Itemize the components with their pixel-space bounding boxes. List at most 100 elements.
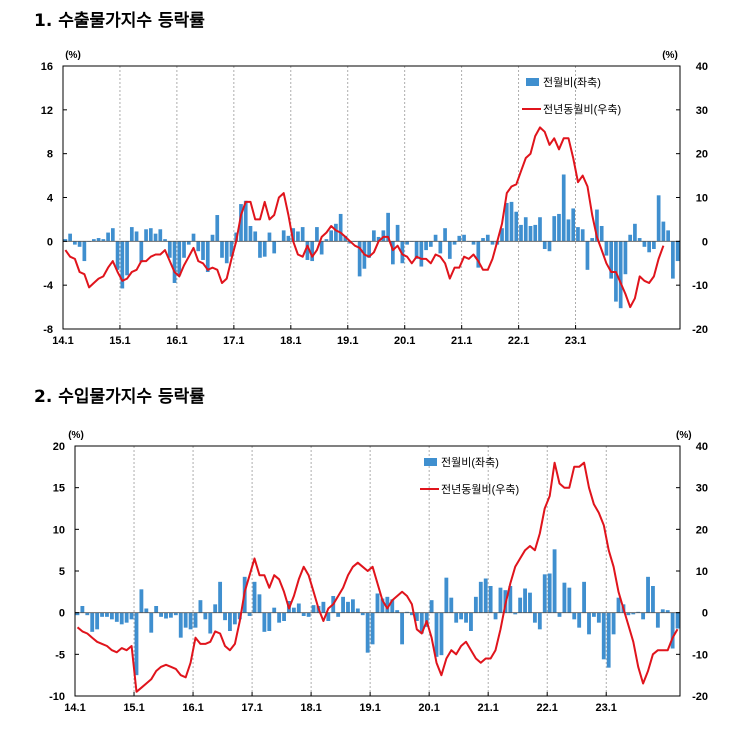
bar-mom (518, 597, 523, 613)
bar-mom (191, 233, 196, 242)
bar-mom (188, 612, 193, 630)
bar-mom (631, 612, 636, 615)
x-tick-label: 16.1 (166, 335, 187, 347)
bar-mom (386, 212, 390, 242)
bar-mom (119, 612, 124, 625)
bar-mom (616, 597, 621, 613)
bar-mom (178, 612, 183, 638)
bar-mom (252, 581, 257, 613)
x-tick-label: 15.1 (109, 335, 130, 347)
bar-mom (205, 241, 210, 273)
bar-mom (77, 241, 82, 247)
left-tick-label: -10 (49, 691, 65, 703)
bar-mom (73, 241, 77, 245)
bar-mom (139, 589, 144, 613)
bar-mom (109, 612, 114, 620)
bar-mom (196, 241, 201, 252)
left-tick-label: 5 (59, 566, 65, 578)
bar-mom (149, 612, 154, 633)
bar-mom (547, 241, 552, 252)
bar-mom (154, 606, 159, 613)
line-yoy (64, 126, 665, 309)
bar-mom (547, 573, 552, 613)
bar-mom (454, 612, 459, 623)
bar-mom (115, 241, 120, 270)
bar-mom (490, 241, 495, 245)
bar-mom (611, 612, 616, 635)
bar-mom (334, 223, 338, 242)
bar-mom (595, 209, 599, 242)
bar-mom (447, 241, 452, 259)
right-tick-label: 40 (696, 441, 708, 453)
x-tick-label: 21.1 (451, 335, 472, 347)
bar-mom (566, 219, 571, 242)
bar-mom (198, 600, 203, 613)
bar-mom (464, 612, 468, 623)
bar-mom (203, 612, 208, 620)
bar-mom (395, 224, 400, 242)
bar-mom (596, 612, 601, 623)
bar-mom (153, 233, 158, 242)
bar-mom (390, 599, 395, 613)
left-tick-label: 20 (53, 441, 65, 453)
bar-mom (599, 225, 604, 242)
x-tick-label: 14.1 (52, 335, 73, 347)
bar-mom (571, 208, 576, 242)
left-tick-label: -5 (55, 649, 65, 661)
bar-mom (429, 600, 434, 613)
bar-mom (424, 612, 429, 627)
bar-mom (338, 213, 343, 242)
bar-mom (380, 598, 385, 613)
bar-mom (523, 217, 528, 242)
x-tick-label: 18.1 (300, 702, 321, 714)
bar-mom (552, 549, 557, 613)
left-tick-label: 12 (41, 105, 53, 117)
bar-mom (159, 612, 163, 617)
bar-mom (291, 228, 296, 242)
right-tick-label: 0 (702, 608, 708, 620)
bar-mom (324, 239, 329, 242)
bar-mom (296, 231, 300, 242)
bar-mom (414, 241, 419, 259)
right-tick-label: 30 (696, 483, 708, 495)
bar-mom (428, 241, 433, 247)
bar-mom (247, 612, 252, 616)
bar-mom (481, 238, 485, 242)
bar-mom (282, 612, 286, 621)
bar-mom (365, 612, 370, 653)
bar-mom (172, 241, 177, 283)
bar-mom (262, 241, 267, 257)
bar-mom (82, 241, 87, 262)
bar-mom (105, 612, 109, 617)
legend-label-line: 전년동월비(우축) (441, 483, 519, 496)
bar-mom (601, 612, 606, 660)
bar-mom (311, 605, 316, 613)
bar-mom (144, 608, 149, 613)
x-tick-label: 16.1 (182, 702, 203, 714)
x-tick-label: 19.1 (359, 702, 380, 714)
bar-mom (360, 612, 365, 616)
bar-mom (306, 612, 311, 617)
bar-mom (414, 612, 419, 621)
bar-mom (655, 612, 660, 628)
bar-mom (286, 235, 291, 242)
x-tick-label: 21.1 (477, 702, 498, 714)
right-tick-label: 40 (696, 61, 708, 73)
bar-mom (319, 241, 324, 255)
bar-mom (321, 601, 326, 613)
bar-mom (167, 241, 172, 258)
right-unit-label: (%) (676, 430, 692, 441)
bar-mom (637, 238, 642, 242)
bar-mom (577, 612, 582, 628)
bar-mom (310, 241, 315, 262)
bar-mom (129, 227, 134, 242)
bar-mom (449, 597, 454, 613)
bar-mom (305, 241, 310, 260)
bar-mom (661, 221, 666, 242)
bar-mom (158, 229, 163, 242)
bar-mom (90, 612, 95, 632)
left-tick-label: -4 (43, 280, 54, 292)
bar-mom (405, 611, 409, 613)
bar-mom (647, 241, 652, 253)
bar-mom (210, 234, 215, 242)
